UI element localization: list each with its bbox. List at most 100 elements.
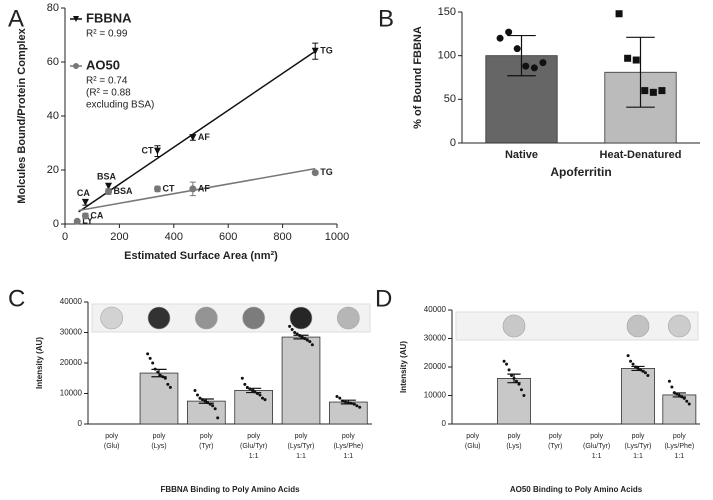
legend-note: excluding BSA) xyxy=(86,100,154,111)
blot-spot xyxy=(289,306,313,330)
y-tick-label: 40000 xyxy=(424,305,447,314)
x-tick-label: 0 xyxy=(62,231,68,243)
point xyxy=(288,324,292,328)
x-tick-label: (Lys) xyxy=(506,443,521,450)
blot-spot xyxy=(195,306,218,330)
blot-spot xyxy=(147,306,171,330)
point-label: BSA xyxy=(97,172,117,182)
legend-note: R² = 0.74 xyxy=(86,76,128,87)
x-tick-label: poly xyxy=(153,433,166,440)
point xyxy=(522,394,526,397)
point xyxy=(496,34,504,42)
legend-note: (R² = 0.88 xyxy=(86,88,131,99)
point-label: BSA xyxy=(114,186,134,196)
bar xyxy=(328,401,368,425)
panel-label: A xyxy=(8,5,24,32)
y-axis-label: Intensity (AU) xyxy=(399,341,408,393)
point xyxy=(670,385,674,389)
fit-line xyxy=(78,167,316,212)
point xyxy=(522,62,530,70)
point xyxy=(507,368,511,372)
x-tick-label: 800 xyxy=(273,231,291,243)
x-axis-label: Estimated Surface Area (nm²) xyxy=(124,250,278,262)
point-label: CA xyxy=(90,210,103,220)
y-tick-label: 100 xyxy=(438,50,456,62)
point xyxy=(81,212,89,220)
y-tick-label: 10000 xyxy=(424,391,447,400)
point xyxy=(355,404,359,408)
x-tick-label: (Glu/Tyr) xyxy=(583,443,610,450)
point xyxy=(631,362,635,366)
point xyxy=(189,185,197,193)
x-tick-label: (Lys/Phe) xyxy=(664,443,694,450)
blot-spot xyxy=(337,306,360,330)
y-tick-label: 150 xyxy=(438,6,456,18)
y-axis-label: % of Bound FBBNA xyxy=(412,26,424,129)
point xyxy=(81,198,89,206)
bar xyxy=(139,372,179,425)
point xyxy=(310,343,314,347)
x-tick-label: 1000 xyxy=(325,231,349,243)
x-tick-label: (Glu) xyxy=(465,443,481,450)
point xyxy=(216,416,220,420)
point-label: CT xyxy=(141,145,153,155)
error-bar xyxy=(631,365,645,372)
y-tick-label: 0 xyxy=(53,218,59,230)
x-tick-label: (Lys) xyxy=(151,443,166,450)
x-tick-label: (Lys/Tyr) xyxy=(288,443,315,450)
legend-label: AO50 xyxy=(86,57,120,72)
point xyxy=(682,396,686,400)
point-label: TG xyxy=(320,46,333,56)
y-tick-label: 0 xyxy=(442,419,447,428)
point xyxy=(311,47,319,55)
point xyxy=(258,393,262,397)
x-tick-label: (Tyr) xyxy=(199,443,213,450)
error-bar xyxy=(626,36,655,108)
error-bar xyxy=(672,392,686,398)
x-tick-label: 1:1 xyxy=(296,453,306,460)
point xyxy=(539,59,547,67)
blot-spot xyxy=(626,314,650,338)
point-label: TG xyxy=(320,167,333,177)
error-bar xyxy=(507,34,536,77)
dot-blot xyxy=(91,303,371,333)
panel-label: D xyxy=(375,285,392,312)
point xyxy=(211,404,215,408)
point xyxy=(148,356,152,360)
x-tick-label: (Glu/Tyr) xyxy=(240,443,267,450)
x-tick-label: poly xyxy=(549,433,562,440)
bar xyxy=(234,390,274,425)
point xyxy=(641,87,649,95)
point xyxy=(615,10,623,18)
y-tick-label: 40000 xyxy=(60,297,83,306)
x-tick-label: poly xyxy=(200,433,213,440)
y-tick-label: 0 xyxy=(450,137,456,149)
x-tick-label: poly xyxy=(105,433,118,440)
x-tick-label: Heat-Denatured xyxy=(600,149,682,161)
point xyxy=(632,56,640,64)
point xyxy=(358,405,362,409)
y-tick-label: 30000 xyxy=(60,328,83,337)
x-tick-label: 600 xyxy=(219,231,237,243)
error-bar xyxy=(507,373,521,384)
point xyxy=(505,362,509,366)
legend-label: FBBNA xyxy=(86,10,132,25)
point xyxy=(166,382,170,386)
x-tick-label: (Glu) xyxy=(104,443,120,450)
point xyxy=(629,359,633,363)
point xyxy=(163,376,167,380)
y-tick-label: 20 xyxy=(47,164,59,176)
bar xyxy=(281,336,321,425)
x-axis-label: AO50 Binding to Poly Amino Acids xyxy=(510,485,643,494)
point xyxy=(153,185,161,193)
point xyxy=(338,396,342,400)
x-tick-label: 1:1 xyxy=(633,453,643,460)
point xyxy=(153,147,161,155)
error-bar xyxy=(246,387,262,394)
x-tick-label: 200 xyxy=(110,231,128,243)
x-tick-label: Native xyxy=(505,149,538,161)
x-tick-label: 1:1 xyxy=(674,453,684,460)
bar xyxy=(186,400,226,425)
point xyxy=(649,88,657,96)
point xyxy=(510,374,514,378)
